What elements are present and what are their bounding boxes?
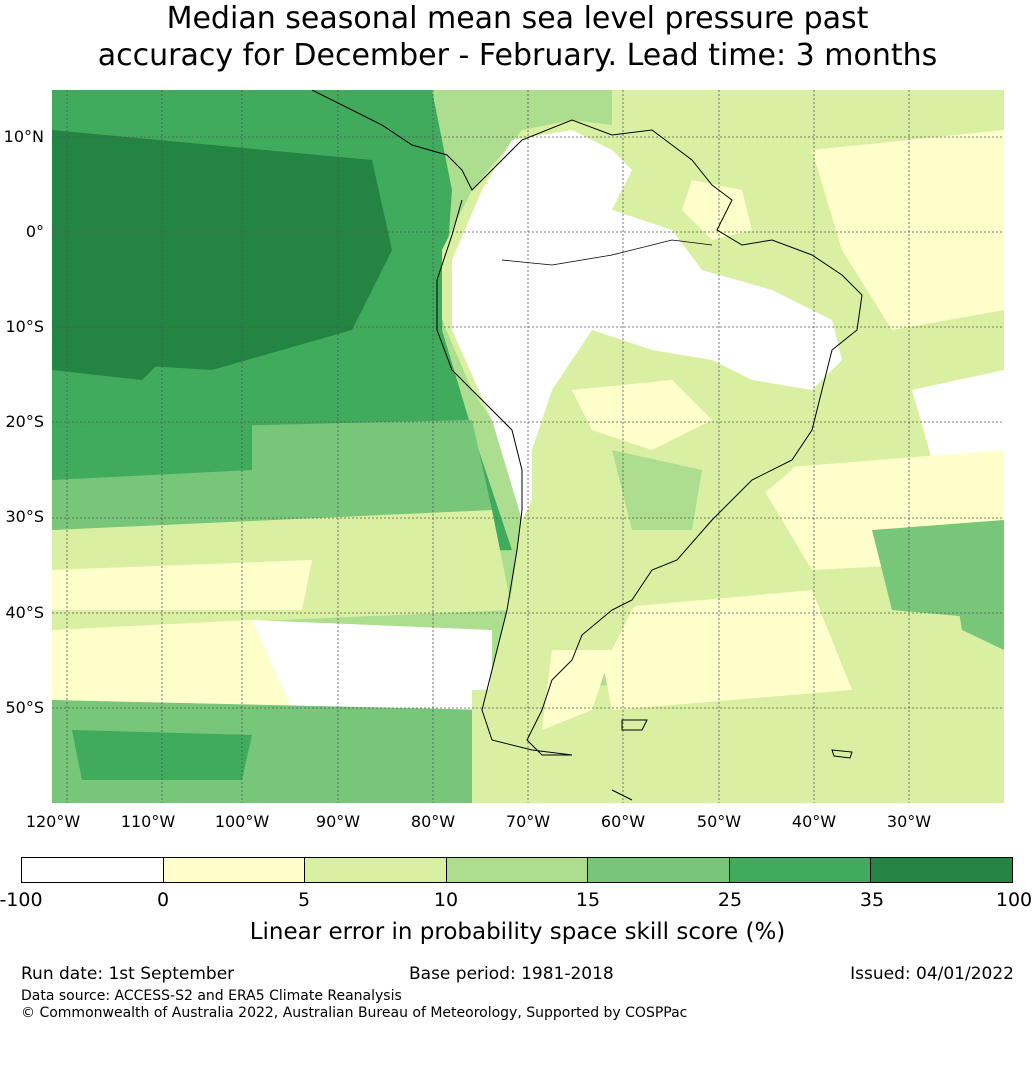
lat-label-50s: 50°S — [5, 698, 44, 717]
lon-label-90w: 90°W — [315, 812, 361, 831]
skill-map — [52, 90, 1004, 803]
colorbar-label: Linear error in probability space skill … — [249, 919, 786, 945]
colorbar-seg-4 — [446, 858, 589, 882]
lon-label-100w: 100°W — [214, 812, 270, 831]
pacific-band-inner — [52, 425, 252, 480]
lon-label-50w: 50°W — [696, 812, 742, 831]
colorbar-tick-6: 25 — [717, 889, 743, 911]
andes-white-region — [452, 130, 842, 520]
pacific-yellow-south — [52, 620, 292, 710]
lat-label-0: 0° — [25, 222, 44, 241]
colorbar-seg-3 — [305, 858, 447, 882]
lon-label-110w: 110°W — [120, 812, 176, 831]
falklands-outline — [611, 789, 633, 801]
lon-label-80w: 80°W — [410, 812, 456, 831]
title-line-2: accuracy for December - February. Lead t… — [97, 38, 938, 73]
colorbar-seg-6 — [729, 858, 872, 882]
colorbar-tick-8: 100 — [995, 889, 1033, 911]
pacific-white-band — [252, 620, 492, 710]
lon-label-70w: 70°W — [505, 812, 551, 831]
title-line-1: Median seasonal mean sea level pressure … — [166, 1, 869, 36]
lat-label-40s: 40°S — [5, 603, 44, 622]
run-date: Run date: 1st September — [21, 964, 235, 984]
lon-label-30w: 30°W — [886, 812, 932, 831]
colorbar-seg-5 — [588, 858, 730, 882]
colorbar-tick-7: 35 — [859, 889, 885, 911]
base-period: Base period: 1981-2018 — [409, 964, 614, 984]
map-canvas — [52, 90, 1004, 803]
amazon-river — [501, 239, 713, 266]
gridlines — [52, 90, 1004, 803]
lat-label-10s: 10°S — [5, 317, 44, 336]
lat-label-10n: 10°N — [3, 127, 44, 146]
colorbar-seg-1 — [22, 858, 164, 882]
issued-date: Issued: 04/01/2022 — [850, 964, 1014, 984]
lon-label-120w: 120°W — [25, 812, 81, 831]
guiana-yellow-patch — [682, 180, 752, 240]
colorbar — [21, 857, 1013, 883]
lon-label-40w: 40°W — [791, 812, 837, 831]
colorbar-tick-2: 0 — [156, 889, 170, 911]
colorbar-seg-2 — [163, 858, 306, 882]
pacific-dark-strip — [52, 340, 172, 380]
copyright: © Commonwealth of Australia 2022, Austra… — [21, 1005, 688, 1021]
colorbar-tick-4: 10 — [433, 889, 459, 911]
atlantic-light-patch — [812, 130, 1004, 330]
island-outline — [621, 719, 648, 731]
data-source: Data source: ACCESS-S2 and ERA5 Climate … — [21, 988, 402, 1004]
atlantic-white-patch — [912, 370, 1004, 470]
atlantic-green-edge — [952, 570, 1004, 650]
patagonia-yellow — [542, 650, 612, 730]
lat-label-20s: 20°S — [5, 412, 44, 431]
colorbar-tick-5: 15 — [575, 889, 601, 911]
coastline — [311, 90, 863, 756]
south-atlantic-yellow — [592, 590, 852, 710]
lat-label-30s: 30°S — [5, 507, 44, 526]
pacific-yellow-band — [52, 560, 312, 610]
chart-title: Median seasonal mean sea level pressure … — [0, 0, 1035, 74]
colorbar-tick-3: 5 — [297, 889, 311, 911]
interior-yellow-patch — [572, 380, 712, 450]
pacific-dark-green — [52, 130, 392, 370]
colorbar-tick-1: -100 — [0, 889, 43, 911]
lon-label-60w: 60°W — [600, 812, 646, 831]
interior-green-patch — [612, 450, 702, 530]
colorbar-seg-7 — [871, 858, 1013, 882]
south-georgia-outline — [831, 749, 853, 759]
